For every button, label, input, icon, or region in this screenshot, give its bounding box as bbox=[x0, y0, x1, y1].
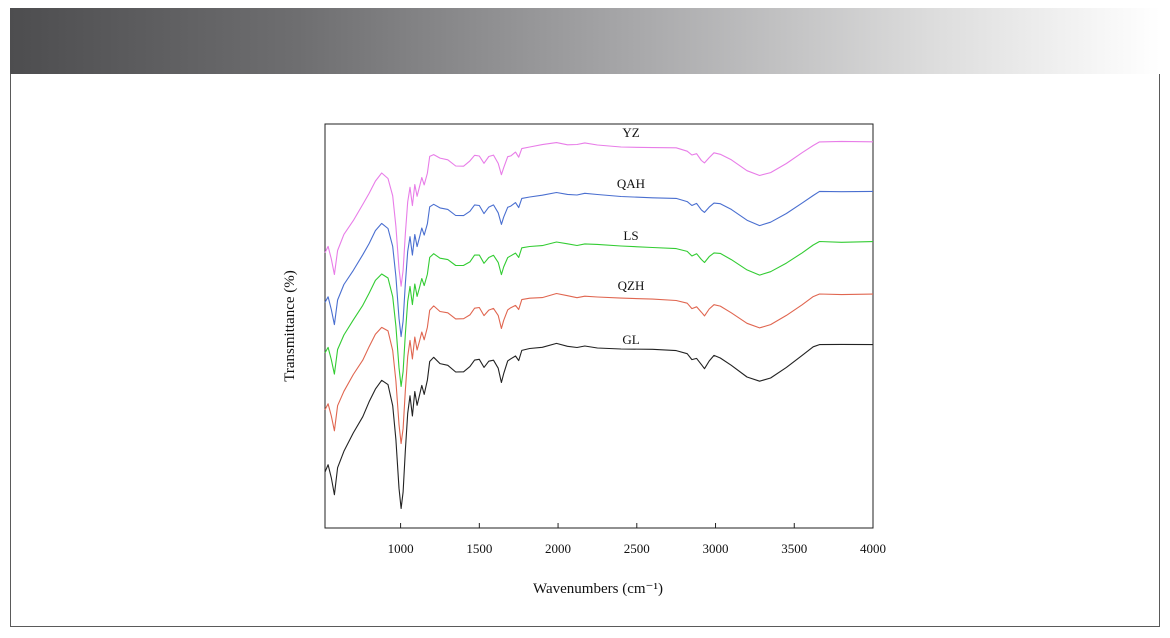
series-line-ls bbox=[324, 240, 874, 387]
series-labels: YZ QAH LS QZH GL bbox=[617, 125, 645, 347]
series-line-gl bbox=[324, 342, 874, 510]
series-line-qzh bbox=[324, 292, 874, 445]
series-label-gl: GL bbox=[622, 332, 639, 347]
x-tick-label: 2000 bbox=[545, 541, 571, 556]
series-label-ls: LS bbox=[623, 228, 638, 243]
series-label-qzh: QZH bbox=[618, 278, 645, 293]
x-tick-label: 1500 bbox=[466, 541, 492, 556]
x-axis-label: Wavenumbers (cm⁻¹) bbox=[533, 581, 663, 597]
y-axis-label: Transmittance (%) bbox=[282, 270, 298, 382]
x-tick-label: 1000 bbox=[388, 541, 414, 556]
plot-area bbox=[324, 123, 874, 529]
x-tick-label: 4000 bbox=[860, 541, 886, 556]
x-tick-label: 3000 bbox=[703, 541, 729, 556]
header-band bbox=[10, 8, 1160, 74]
series-label-qah: QAH bbox=[617, 176, 645, 191]
series-layer bbox=[324, 140, 874, 510]
series-line-qah bbox=[324, 190, 874, 338]
x-tick-label: 2500 bbox=[624, 541, 650, 556]
series-line-yz bbox=[324, 140, 874, 287]
series-label-yz: YZ bbox=[622, 125, 639, 140]
x-tick-label: 3500 bbox=[781, 541, 807, 556]
x-axis-ticks: 1000 1500 2000 2500 3000 3500 4000 bbox=[388, 523, 886, 556]
figure-frame bbox=[10, 74, 1160, 627]
